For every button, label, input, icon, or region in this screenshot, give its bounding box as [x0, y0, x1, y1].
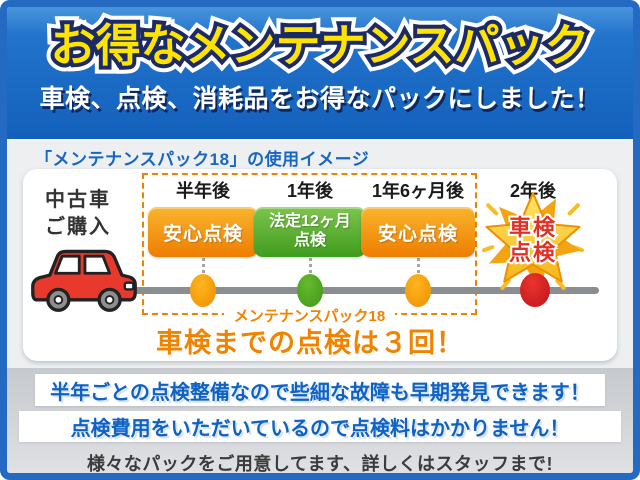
- timeline-dot-green: [297, 274, 323, 307]
- shaken-label-line2: 点検: [471, 240, 595, 266]
- footer-section: 半年ごとの点検整備なので些細な故障も早期発見できます！ 点検費用をいただいている…: [7, 368, 633, 473]
- timeline-dot-orange: [405, 274, 431, 307]
- header-banner: お得なメンテナンスパック 車検、点検、消耗品をお得なパックにしました！: [7, 7, 633, 141]
- milestone-box-label: 安心点検: [377, 223, 458, 245]
- timeline-dot-orange: [190, 274, 216, 307]
- timeline-dot-red: [520, 273, 550, 307]
- period-label: 2年後: [509, 181, 556, 201]
- milestone-box-green: 法定12ヶ月 点検: [254, 207, 366, 257]
- shaken-label-line1: 車検: [471, 215, 595, 241]
- benefit-text-2: 点検費用をいただいているので点検料はかかりません！: [70, 418, 570, 440]
- main-title: お得なメンテナンスパック: [50, 18, 589, 75]
- pack-bracket-label-text: メンテナンスパック18: [223, 308, 396, 325]
- purchase-label-line2: ご購入: [45, 216, 111, 238]
- milestone-box-label-line1: 法定12ヶ月: [269, 213, 351, 231]
- milestone-box-label-line2: 点検: [293, 232, 326, 249]
- footer-note: 様々なパックをご用意してます、詳しくはスタッフまで!: [86, 454, 554, 474]
- period-label: 1年後: [286, 181, 333, 201]
- purchase-label: 中古車 ご購入: [45, 187, 111, 241]
- timeline-connector: [309, 253, 312, 285]
- timeline-bar: [127, 287, 599, 294]
- benefit-strip-2: 点検費用をいただいているので点検料はかかりません！: [19, 411, 621, 442]
- milestone-box-label: 安心点検: [162, 223, 243, 245]
- period-label: 半年後: [176, 181, 230, 201]
- timeline-heading: 「メンテナンスパック18」の使用イメージ: [35, 150, 370, 169]
- milestone-2years: 2年後: [473, 177, 593, 203]
- shaken-label: 車検 点検: [471, 215, 595, 266]
- milestone-box-orange: 安心点検: [148, 207, 258, 257]
- timeline-connector: [202, 253, 205, 285]
- milestone-18months: 1年6ヶ月後 安心点検: [361, 177, 475, 257]
- car-icon: [31, 249, 137, 312]
- milestone-box-orange: 安心点検: [361, 207, 475, 257]
- summary-text: 車検までの点検は３回！: [133, 321, 487, 360]
- pack-bracket-label: メンテナンスパック18: [142, 305, 477, 326]
- banner-subtitle: 車検、点検、消耗品をお得なパックにしました！: [39, 85, 601, 114]
- period-label: 1年6ヶ月後: [371, 181, 465, 201]
- benefit-text-1: 半年ごとの点検整備なので些細な故障も早期発見できます！: [50, 381, 590, 404]
- timeline-panel: 中古車 ご購入 半年後: [23, 169, 617, 361]
- benefit-strip-1: 半年ごとの点検整備なので些細な故障も早期発見できます！: [35, 374, 605, 406]
- milestone-1year: 1年後 法定12ヶ月 点検: [254, 177, 366, 257]
- timeline-connector: [417, 253, 420, 285]
- starburst-icon: 車検 点検: [471, 191, 595, 301]
- milestone-6months: 半年後 安心点検: [148, 177, 258, 257]
- timeline-section: 「メンテナンスパック18」の使用イメージ 中古車 ご購入: [7, 141, 633, 368]
- purchase-label-line1: 中古車: [45, 189, 111, 211]
